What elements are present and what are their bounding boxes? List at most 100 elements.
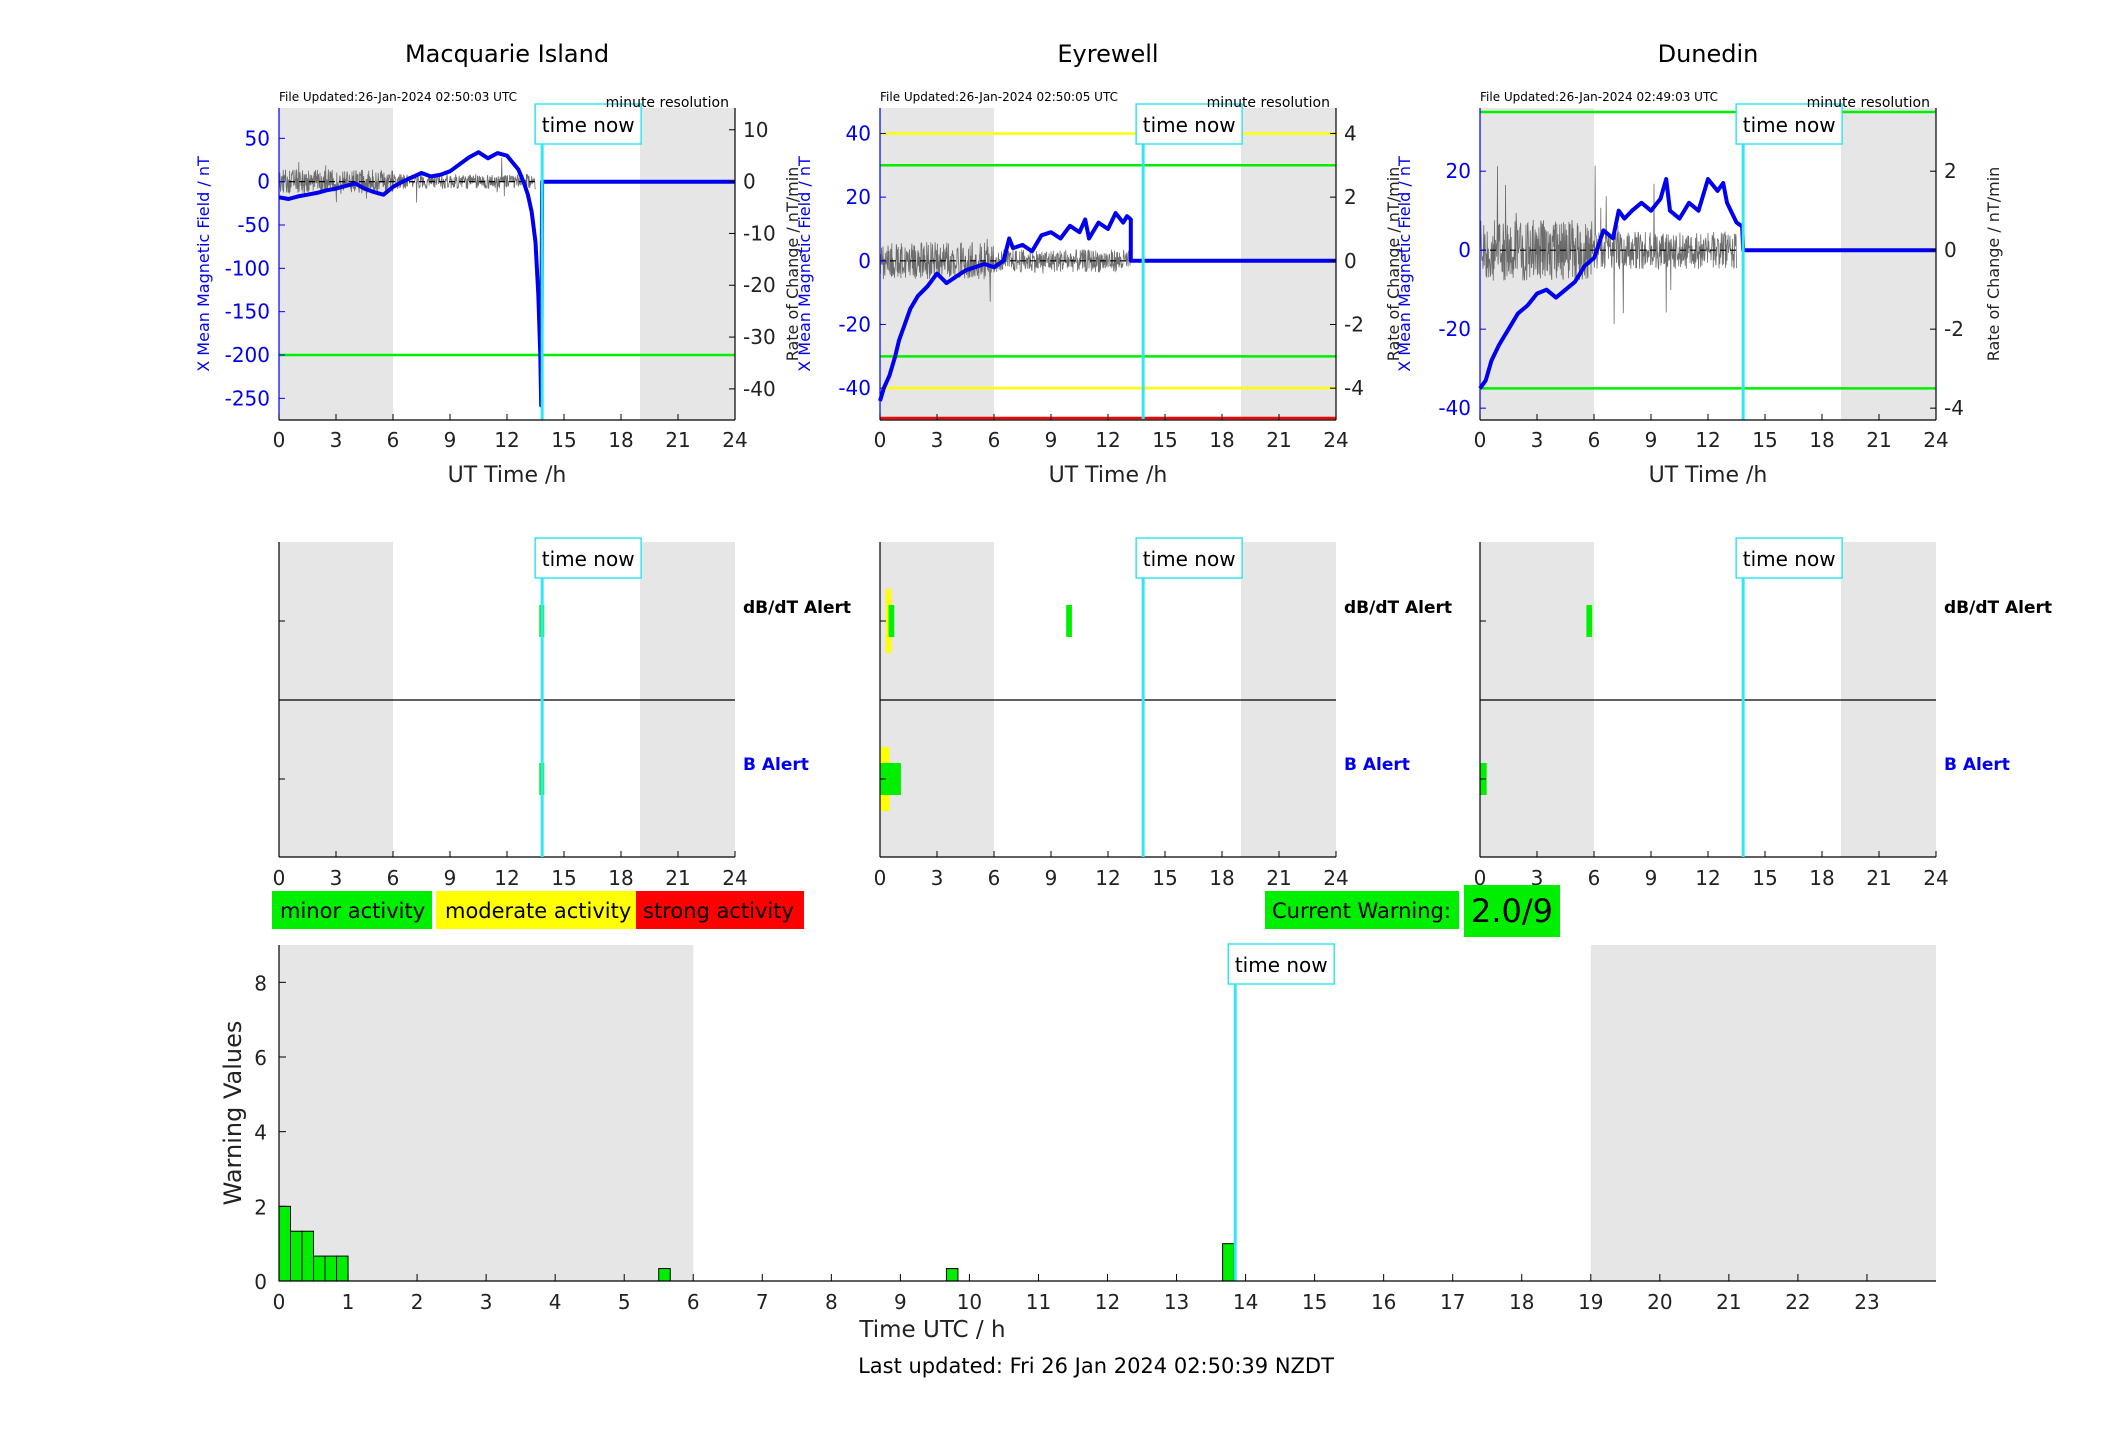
y-right-tick-label: -2 <box>1944 317 1964 341</box>
x-tick-label: 12 <box>1095 1290 1120 1314</box>
x-tick-label: 18 <box>1809 428 1834 452</box>
y-right-tick-label: -30 <box>743 325 776 349</box>
y-left-tick-label: 0 <box>257 170 270 194</box>
alert-panel-0: time now 0 3 6 9 12 15 18 21 24 dB/dT Alert B Alert <box>273 537 851 890</box>
x-tick-label: 18 <box>1509 1290 1534 1314</box>
time-now-box <box>1135 103 1243 145</box>
x-tick-label: 21 <box>1866 428 1891 452</box>
warning-bar-1 <box>290 1230 303 1282</box>
last-updated: Last updated: Fri 26 Jan 2024 02:50:39 N… <box>858 1354 1334 1378</box>
x-axis-label: UT Time /h <box>1649 463 1768 488</box>
dbdt-alert-mark-2 <box>1066 605 1072 637</box>
x-tick-label: 5 <box>618 1290 631 1314</box>
x-tick-label: 10 <box>957 1290 982 1314</box>
x-tick-label: 6 <box>1588 428 1601 452</box>
x-tick-label: 24 <box>1923 428 1948 452</box>
station-title: Macquarie Island <box>405 40 609 68</box>
x-tick-label: 18 <box>608 866 633 890</box>
y-right-tick-label: -20 <box>743 273 776 297</box>
current-warning-label: Current Warning: <box>1272 899 1451 923</box>
x-tick-label: 15 <box>1302 1290 1327 1314</box>
dbdt-alert-mark-0 <box>1586 605 1593 637</box>
y-right-tick-label: 0 <box>743 170 756 194</box>
y-left-tick-label: 0 <box>858 249 871 273</box>
x-tick-label: 6 <box>387 866 400 890</box>
x-tick-label: 9 <box>1645 428 1658 452</box>
x-axis-label: Time UTC / h <box>858 1317 1005 1343</box>
shaded-night-1 <box>1241 108 1336 420</box>
x-axis-label: UT Time /h <box>1049 463 1168 488</box>
x-tick-label: 24 <box>1923 866 1948 890</box>
x-tick-label: 9 <box>444 866 457 890</box>
time-now-label: time now <box>542 113 635 137</box>
x-tick-label: 0 <box>874 866 887 890</box>
current-warning-label-box <box>1265 891 1459 929</box>
x-tick-label: 15 <box>1752 866 1777 890</box>
y-left-tick-label: 20 <box>846 185 871 209</box>
x-tick-label: 18 <box>1809 866 1834 890</box>
time-now-label: time now <box>1743 547 1836 571</box>
y-left-axis-label: X Mean Magnetic Field / nT <box>795 156 814 372</box>
alert-panels: time now 0 3 6 9 12 15 18 21 24 dB/dT Alert B Alert… <box>273 537 2052 890</box>
time-now-label: time now <box>1743 113 1836 137</box>
file-updated: File Updated:26-Jan-2024 02:49:03 UTC <box>1480 90 1718 104</box>
x-tick-label: 21 <box>1716 1290 1741 1314</box>
x-tick-label: 15 <box>551 866 576 890</box>
y-right-axis-label: Rate of Change / nT/min <box>783 167 802 362</box>
y-tick-label: 4 <box>254 1121 267 1145</box>
station-title: Dunedin <box>1658 40 1759 68</box>
current-warning-value-box <box>1464 885 1560 937</box>
x-tick-label: 21 <box>1266 866 1291 890</box>
y-left-axis-label: X Mean Magnetic Field / nT <box>1395 156 1414 372</box>
x-tick-label: 6 <box>387 428 400 452</box>
y-left-tick-label: 40 <box>846 121 871 145</box>
x-tick-label: 21 <box>665 866 690 890</box>
time-now-label: time now <box>1143 113 1236 137</box>
warning-bar-5 <box>336 1255 349 1282</box>
x-tick-label: 16 <box>1371 1290 1396 1314</box>
station-title: Eyrewell <box>1057 40 1158 68</box>
y-right-tick-label: 4 <box>1344 121 1357 145</box>
x-tick-label: 13 <box>1164 1290 1189 1314</box>
legend-moderate-swatch <box>436 891 636 929</box>
y-right-tick-label: 10 <box>743 118 768 142</box>
y-tick-label: 2 <box>254 1195 267 1219</box>
dbdt-alert-label: dB/dT Alert <box>1944 598 2052 618</box>
legend-strong-label: strong activity <box>643 899 794 923</box>
x-tick-label: 24 <box>722 866 747 890</box>
shaded-night-0 <box>279 108 393 420</box>
y-left-tick-label: -40 <box>1438 396 1471 420</box>
legend-strong-swatch <box>636 891 804 929</box>
x-tick-label: 20 <box>1647 1290 1672 1314</box>
resolution-label: minute resolution <box>1807 95 1930 111</box>
b-alert-label: B Alert <box>743 755 809 775</box>
x-tick-label: 3 <box>931 428 944 452</box>
x-tick-label: 22 <box>1785 1290 1810 1314</box>
shaded-night-1 <box>1590 945 1936 1281</box>
x-tick-label: 21 <box>1866 866 1891 890</box>
x-tick-label: 15 <box>1752 428 1777 452</box>
y-right-tick-label: -2 <box>1344 312 1364 336</box>
x-tick-label: 19 <box>1578 1290 1603 1314</box>
time-now-label: time now <box>1143 547 1236 571</box>
y-left-tick-label: 50 <box>245 126 270 150</box>
y-left-tick-label: -40 <box>838 376 871 400</box>
y-right-tick-label: 0 <box>1944 238 1957 262</box>
y-right-tick-label: -40 <box>743 377 776 401</box>
y-left-tick-label: -50 <box>237 213 270 237</box>
x-tick-label: 3 <box>931 866 944 890</box>
x-tick-label: 18 <box>608 428 633 452</box>
x-tick-label: 17 <box>1440 1290 1465 1314</box>
x-tick-label: 3 <box>1531 428 1544 452</box>
x-tick-label: 0 <box>1474 428 1487 452</box>
y-right-tick-label: -4 <box>1344 376 1364 400</box>
y-left-tick-label: -100 <box>225 256 270 280</box>
file-updated: File Updated:26-Jan-2024 02:50:05 UTC <box>880 90 1118 104</box>
x-tick-label: 0 <box>273 1290 286 1314</box>
warning-bar-2 <box>301 1230 315 1282</box>
x-tick-label: 24 <box>1323 866 1348 890</box>
x-tick-label: 18 <box>1209 866 1234 890</box>
x-tick-label: 6 <box>1588 866 1601 890</box>
